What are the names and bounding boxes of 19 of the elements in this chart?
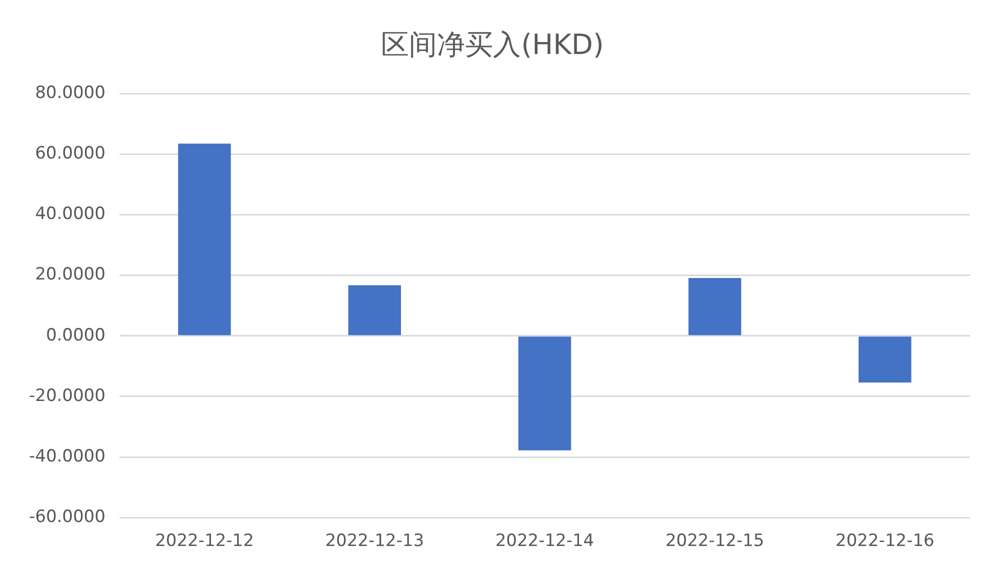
y-tick-label: 0.0000 [46, 325, 106, 346]
bar [348, 285, 401, 336]
x-tick-label: 2022-12-13 [325, 531, 424, 552]
bar [178, 144, 231, 336]
y-tick-label: 20.0000 [35, 264, 106, 285]
y-tick-label: -40.0000 [28, 446, 106, 466]
x-tick-label: 2022-12-14 [495, 531, 594, 552]
y-tick-label: -20.0000 [28, 386, 106, 406]
x-tick-label: 2022-12-12 [155, 531, 254, 552]
x-tick-label: 2022-12-15 [665, 531, 764, 552]
y-tick-label: 40.0000 [35, 204, 106, 224]
x-tick-label: 2022-12-16 [836, 531, 934, 552]
bar [688, 278, 742, 336]
y-tick-label: 60.0000 [35, 144, 106, 164]
chart-title: 区间净买入(HKD) [381, 28, 604, 62]
y-tick-label: 80.0000 [35, 83, 106, 104]
y-tick-label: -60.0000 [28, 507, 106, 528]
bar [858, 336, 912, 383]
bar [518, 336, 572, 450]
